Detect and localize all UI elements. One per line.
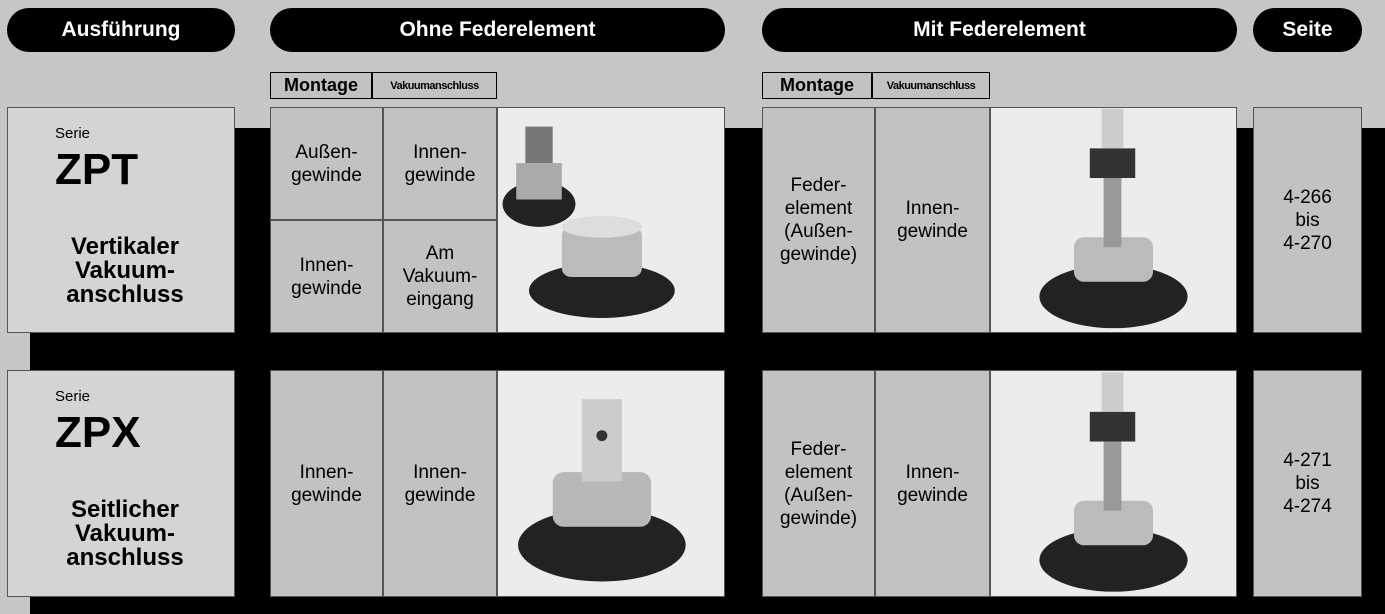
- header: Seite: [1253, 8, 1362, 52]
- vakuum-cell: Innen- gewinde: [875, 370, 990, 597]
- serie-label: Serie: [55, 388, 91, 405]
- montage-cell: Innen- gewinde: [270, 370, 383, 597]
- vakuum-cell: Innen- gewinde: [383, 107, 497, 220]
- subheader: Montage: [270, 72, 372, 99]
- vakuum-cell: Innen- gewinde: [383, 370, 497, 597]
- series-name: ZPT: [55, 145, 139, 194]
- series-name: ZPX: [55, 408, 141, 457]
- product-image: [1039, 372, 1188, 592]
- vakuum-cell: Innen- gewinde: [875, 107, 990, 333]
- header: Ausführung: [7, 8, 235, 52]
- product-image: [518, 399, 686, 582]
- series-desc: Vertikaler Vakuum- anschluss: [66, 233, 184, 308]
- image-cell: [497, 107, 725, 333]
- montage-cell: Außen- gewinde: [270, 107, 383, 220]
- series-cell: [7, 370, 235, 597]
- image-cell: [990, 370, 1237, 597]
- montage-cell: Feder- element (Außen- gewinde): [762, 370, 875, 597]
- header: Mit Federelement: [762, 8, 1237, 52]
- subheader: Vakuumanschluss: [372, 72, 497, 99]
- subheader: Vakuumanschluss: [872, 72, 990, 99]
- serie-label: Serie: [55, 125, 91, 142]
- montage-cell: Feder- element (Außen- gewinde): [762, 107, 875, 333]
- seite-cell: 4-266 bis 4-270: [1253, 107, 1362, 333]
- vakuum-cell: Am Vakuum- eingang: [383, 220, 497, 333]
- series-desc: Seitlicher Vakuum- anschluss: [66, 496, 184, 571]
- subheader: Montage: [762, 72, 872, 99]
- product-image: [1039, 108, 1188, 329]
- product-image: [502, 126, 675, 318]
- image-cell: [990, 107, 1237, 333]
- series-cell: [7, 107, 235, 333]
- header: Ohne Federelement: [270, 8, 725, 52]
- image-cell: [497, 370, 725, 597]
- seite-cell: 4-271 bis 4-274: [1253, 370, 1362, 597]
- montage-cell: Innen- gewinde: [270, 220, 383, 333]
